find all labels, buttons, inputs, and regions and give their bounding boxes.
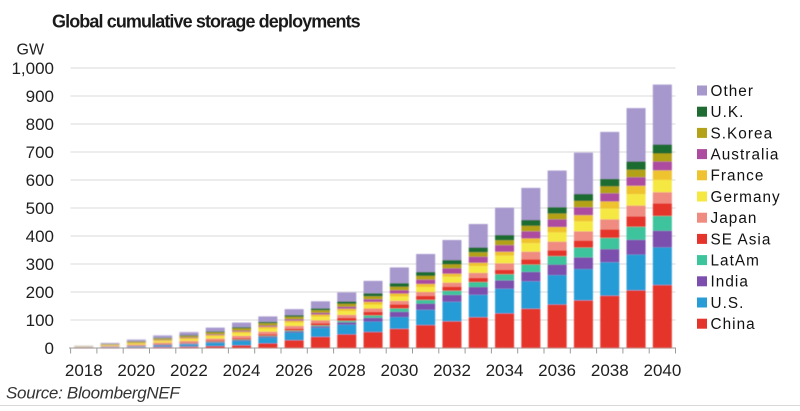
svg-text:Japan: Japan — [711, 210, 758, 227]
svg-text:300: 300 — [26, 255, 54, 274]
svg-text:2034: 2034 — [486, 361, 524, 380]
svg-text:Germany: Germany — [711, 189, 781, 206]
svg-text:LatAm: LatAm — [711, 253, 760, 270]
svg-text:500: 500 — [26, 199, 54, 218]
svg-text:Global cumulative storage depl: Global cumulative storage deployments — [52, 12, 361, 32]
svg-text:900: 900 — [26, 87, 54, 106]
svg-text:2036: 2036 — [538, 361, 576, 380]
svg-text:France: France — [711, 168, 765, 185]
svg-text:GW: GW — [17, 42, 45, 59]
svg-text:2020: 2020 — [117, 361, 155, 380]
svg-text:Other: Other — [711, 83, 755, 100]
svg-text:China: China — [711, 316, 756, 333]
svg-text:Source: BloombergNEF: Source: BloombergNEF — [6, 384, 181, 403]
svg-text:2026: 2026 — [275, 361, 313, 380]
svg-text:2032: 2032 — [433, 361, 471, 380]
svg-text:200: 200 — [26, 283, 54, 302]
svg-text:2030: 2030 — [380, 361, 418, 380]
svg-text:Australia: Australia — [711, 147, 780, 164]
svg-text:800: 800 — [26, 115, 54, 134]
svg-text:700: 700 — [26, 143, 54, 162]
svg-text:600: 600 — [26, 171, 54, 190]
svg-text:U.S.: U.S. — [711, 295, 745, 312]
svg-text:2024: 2024 — [223, 361, 261, 380]
svg-text:2018: 2018 — [65, 361, 103, 380]
svg-text:1,000: 1,000 — [11, 59, 54, 78]
svg-text:100: 100 — [26, 311, 54, 330]
svg-text:India: India — [711, 274, 749, 291]
svg-text:2022: 2022 — [170, 361, 208, 380]
svg-text:2040: 2040 — [643, 361, 681, 380]
svg-text:U.K.: U.K. — [711, 104, 745, 121]
svg-text:SE Asia: SE Asia — [711, 231, 772, 248]
svg-text:2038: 2038 — [591, 361, 629, 380]
svg-text:0: 0 — [45, 339, 54, 358]
svg-text:S.Korea: S.Korea — [711, 125, 774, 142]
svg-text:2028: 2028 — [328, 361, 366, 380]
svg-text:400: 400 — [26, 227, 54, 246]
